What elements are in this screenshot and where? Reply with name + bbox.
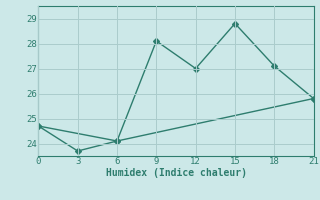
X-axis label: Humidex (Indice chaleur): Humidex (Indice chaleur) <box>106 168 246 178</box>
